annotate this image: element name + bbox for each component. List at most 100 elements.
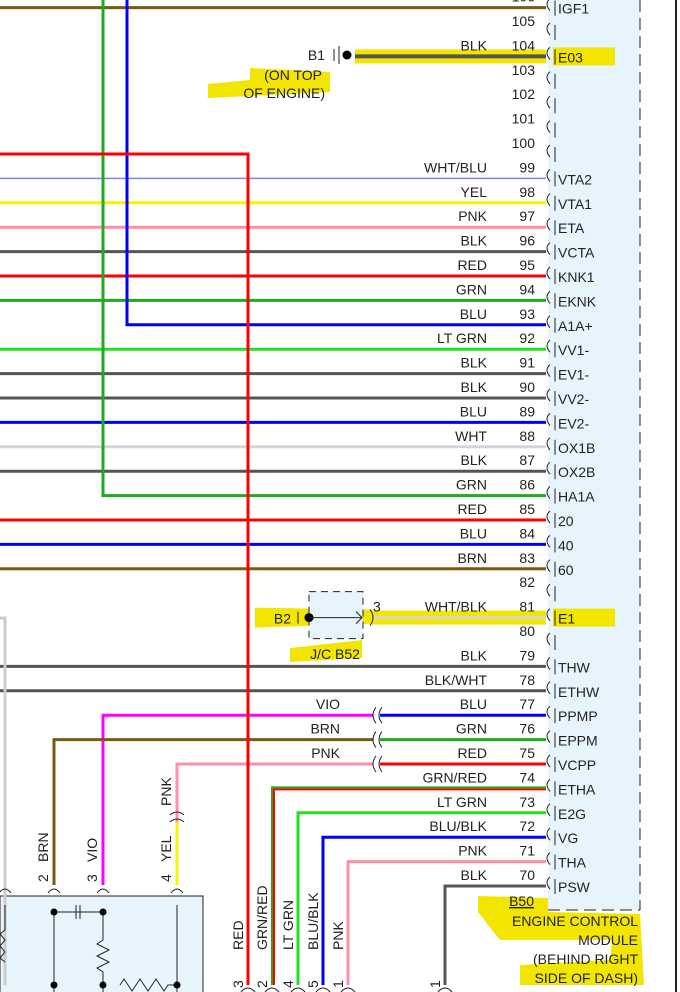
- inline-connector: [372, 706, 383, 724]
- connector-cavity: [546, 47, 551, 60]
- pin-number: 89: [519, 403, 535, 419]
- sensor-connector: [96, 888, 110, 894]
- sensor-wire-label: YEL: [158, 835, 174, 862]
- terminal-eppm: EPPM: [558, 733, 598, 749]
- wire-color-label: BLK: [461, 37, 488, 53]
- wire-color-label: WHT/BLU: [424, 159, 487, 175]
- ground-b1-note: (ON TOP: [264, 67, 322, 83]
- connector-cavity: [546, 535, 551, 548]
- sensor-pin-number: 4: [158, 874, 174, 882]
- pin-number: 81: [519, 599, 535, 615]
- wire-color-label: BLU: [460, 525, 487, 541]
- connector-cavity: [546, 827, 551, 841]
- wire-color-label: BRN: [310, 721, 340, 737]
- wire-color-label: GRN/RED: [422, 769, 487, 785]
- terminal-vcpp: VCPP: [558, 757, 596, 773]
- sensor-connector: [47, 888, 61, 894]
- bottom-connector: [437, 987, 453, 992]
- terminal-igf1: IGF1: [558, 1, 589, 17]
- pin-number: 87: [519, 452, 535, 468]
- ecm-name: MODULE: [578, 932, 638, 948]
- connector-cavity: [546, 315, 551, 329]
- bottom-wire-label: PNK: [330, 921, 346, 950]
- connector-cavity: [546, 413, 551, 426]
- pin-number: 76: [519, 721, 535, 737]
- pin-number: 82: [519, 574, 535, 590]
- sensor-wire-label: BRN: [35, 832, 51, 862]
- pin-number: 90: [519, 379, 535, 395]
- ecm-name: ENGINE CONTROL: [512, 913, 638, 929]
- connector-cavity: [546, 608, 551, 621]
- connector-cavity: [546, 510, 551, 524]
- sensor-pin-number: 3: [84, 874, 100, 882]
- terminal-ox1b: OX1B: [558, 440, 595, 456]
- connector-cavity: [546, 657, 551, 670]
- pin-number: 100: [512, 135, 536, 151]
- bottom-wire-label: LT GRN: [280, 900, 296, 950]
- note-highlight: [208, 68, 330, 98]
- ecm-body: [548, 0, 640, 910]
- pin-number: 84: [519, 525, 535, 541]
- connector-cavity: [546, 144, 551, 158]
- pin-number: 71: [519, 843, 535, 859]
- connector-cavity: [546, 266, 551, 280]
- connector-cavity: [546, 71, 551, 85]
- bottom-pin-number: 2: [254, 980, 270, 988]
- bottom-connector: [240, 987, 256, 992]
- pin-number: 75: [519, 745, 535, 761]
- wire-color-label: GRN: [456, 281, 487, 297]
- terminal-ev2: EV2-: [558, 415, 589, 431]
- connector-cavity: [546, 217, 551, 231]
- bottom-connector: [290, 987, 306, 992]
- pin-number: 91: [519, 355, 535, 371]
- wire-color-label: RED: [457, 257, 487, 273]
- wire-70-drop: [443, 884, 546, 985]
- wire-93: [125, 0, 546, 327]
- terminal-thw: THW: [558, 659, 591, 675]
- bottom-pin-number: 4: [280, 980, 296, 988]
- pin-number: 70: [519, 867, 535, 883]
- wire-color-label: GRN: [456, 477, 487, 493]
- inline-connector: [169, 811, 185, 823]
- wire-74-green: [271, 786, 546, 985]
- wire-color-label: LT GRN: [437, 794, 487, 810]
- connector-cavity: [546, 852, 551, 865]
- pin-number: 97: [519, 208, 535, 224]
- bottom-wire-label: RED: [230, 920, 246, 950]
- junction-arrow: [355, 609, 374, 626]
- connector-cavity: [546, 169, 551, 182]
- connector-cavity: [546, 193, 551, 207]
- pin-number: 101: [512, 111, 536, 127]
- terminal-ha1a: HA1A: [558, 489, 595, 505]
- bottom-connector: [340, 987, 356, 992]
- junction-dot: [99, 908, 107, 916]
- terminal-psw: PSW: [558, 879, 591, 895]
- terminal-60: 60: [558, 562, 574, 578]
- wire-72: [321, 835, 546, 985]
- pin-number: 80: [519, 623, 535, 639]
- terminal-ox2b: OX2B: [558, 464, 595, 480]
- connector-cavity: [546, 364, 551, 377]
- terminal-vcta: VCTA: [558, 245, 595, 261]
- wire-color-label: BLK: [461, 452, 488, 468]
- sensor-wire-label: VIO: [84, 838, 100, 862]
- connector-cavity: [546, 486, 551, 499]
- connector-cavity: [546, 583, 551, 597]
- wire-color-label: PNK: [458, 208, 487, 224]
- wire-color-label: BLK: [461, 233, 488, 249]
- bottom-wire-label: GRN/RED: [254, 885, 270, 950]
- pin-number: 88: [519, 428, 535, 444]
- wire-86: [101, 0, 546, 498]
- pin-number: 74: [519, 769, 535, 785]
- wire-color-label: BLU/BLK: [429, 818, 487, 834]
- connector-cavity: [546, 559, 551, 573]
- wire-gray: [0, 616, 7, 985]
- pin-number: 106: [512, 0, 536, 5]
- wire-76-left: [52, 738, 373, 885]
- sensor-connector: [0, 888, 12, 894]
- junction-block: [308, 591, 364, 640]
- ground-b1-note: OF ENGINE): [243, 85, 325, 101]
- junction-dot: [173, 981, 181, 989]
- ground-b1-terminal: [342, 50, 352, 60]
